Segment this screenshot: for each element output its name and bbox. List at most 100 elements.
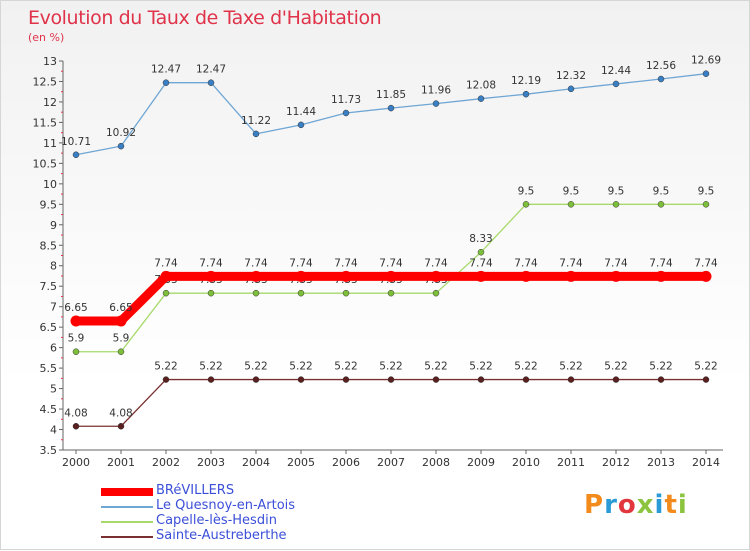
y-tick-label: 6.5	[40, 321, 58, 334]
data-point	[430, 270, 442, 282]
proxiti-logo: Proxiti	[584, 490, 688, 520]
series-line	[75, 73, 707, 156]
data-point	[205, 270, 217, 282]
data-label: 7.74	[199, 257, 223, 269]
logo-letter: o	[617, 490, 637, 520]
data-label: 7.74	[154, 257, 178, 269]
data-point	[612, 201, 620, 208]
x-tick-label: 2013	[647, 456, 675, 469]
data-point	[387, 104, 395, 112]
data-point	[162, 289, 170, 297]
data-point	[252, 376, 260, 383]
x-tick-label: 2005	[287, 456, 315, 469]
x-tick-label: 2012	[602, 456, 630, 469]
data-label: 7.74	[379, 257, 403, 269]
data-label: 6.65	[109, 302, 132, 314]
data-label: 5.22	[199, 361, 222, 373]
data-label: 7.74	[469, 257, 493, 269]
data-point	[72, 423, 80, 430]
data-label: 9.5	[698, 185, 715, 197]
data-point	[250, 270, 262, 282]
data-label: 12.19	[511, 75, 541, 87]
data-point	[207, 376, 215, 383]
x-tick-label: 2007	[377, 456, 405, 469]
logo-letter: t	[664, 490, 678, 520]
data-point	[432, 100, 440, 107]
data-point	[612, 376, 620, 383]
data-label: 9.5	[518, 185, 535, 197]
data-point	[340, 270, 352, 282]
data-point	[160, 270, 172, 282]
data-label: 9.5	[653, 185, 670, 197]
chart-title: Evolution du Taux de Taxe d'Habitation	[28, 7, 382, 29]
data-label: 8.33	[469, 233, 492, 245]
logo-letter: x	[636, 490, 655, 520]
data-point	[477, 95, 485, 102]
y-tick-label: 7	[50, 301, 57, 314]
data-label: 7.74	[424, 257, 448, 269]
y-tick-label: 3.5	[40, 444, 58, 457]
data-point	[657, 75, 665, 83]
data-label: 5.22	[244, 361, 267, 373]
data-label: 5.22	[334, 361, 357, 373]
data-label: 5.22	[604, 361, 627, 373]
data-point	[655, 270, 667, 282]
data-point	[520, 270, 532, 282]
y-tick-label: 4	[50, 424, 57, 437]
data-point	[432, 289, 440, 297]
data-point	[162, 376, 170, 383]
legend-swatch-le-quesnoy	[101, 506, 153, 508]
data-label: 7.74	[649, 257, 673, 269]
data-label: 11.44	[286, 106, 316, 118]
legend-swatch-capelle	[101, 521, 153, 523]
data-point	[117, 348, 125, 355]
data-point	[295, 270, 307, 282]
data-label: 5.22	[649, 361, 672, 373]
data-point	[115, 315, 127, 327]
data-point	[610, 270, 622, 282]
data-label: 5.22	[289, 361, 312, 373]
data-point	[387, 289, 395, 297]
data-point	[565, 270, 577, 282]
x-tick-label: 2004	[242, 456, 270, 469]
data-point	[700, 270, 712, 282]
data-point	[567, 376, 575, 383]
data-label: 11.22	[241, 115, 271, 127]
data-point	[342, 289, 350, 297]
data-point	[72, 348, 80, 355]
data-label: 11.85	[376, 89, 406, 101]
data-point	[342, 109, 350, 117]
data-label: 5.9	[113, 333, 130, 345]
y-tick-label: 10.5	[33, 157, 58, 170]
legend-label: Sainte-Austreberthe	[156, 528, 287, 543]
y-tick-label: 5	[50, 383, 57, 396]
data-label: 12.69	[691, 55, 721, 67]
data-point	[567, 85, 575, 93]
data-label: 5.9	[68, 333, 85, 345]
y-tick-label: 9	[50, 219, 57, 232]
data-point	[385, 270, 397, 282]
data-label: 5.22	[379, 361, 402, 373]
data-point	[702, 376, 710, 383]
data-label: 12.47	[151, 64, 181, 76]
x-tick-label: 2010	[512, 456, 540, 469]
data-point	[252, 130, 260, 138]
y-tick-label: 13	[43, 55, 57, 68]
logo-letter: i	[654, 490, 665, 520]
data-point	[477, 376, 485, 383]
data-point	[342, 376, 350, 383]
x-tick-label: 2009	[467, 456, 495, 469]
x-tick-label: 2014	[692, 456, 720, 469]
data-label: 12.56	[646, 60, 676, 72]
logo-letter: r	[604, 490, 618, 520]
data-label: 4.08	[109, 407, 132, 419]
data-label: 7.74	[559, 257, 583, 269]
data-point	[657, 201, 665, 208]
data-label: 10.71	[61, 136, 91, 148]
logo-letter: i	[677, 490, 688, 520]
data-point	[387, 376, 395, 383]
data-point	[522, 90, 530, 98]
y-tick-label: 4.5	[40, 403, 58, 416]
data-point	[657, 376, 665, 383]
